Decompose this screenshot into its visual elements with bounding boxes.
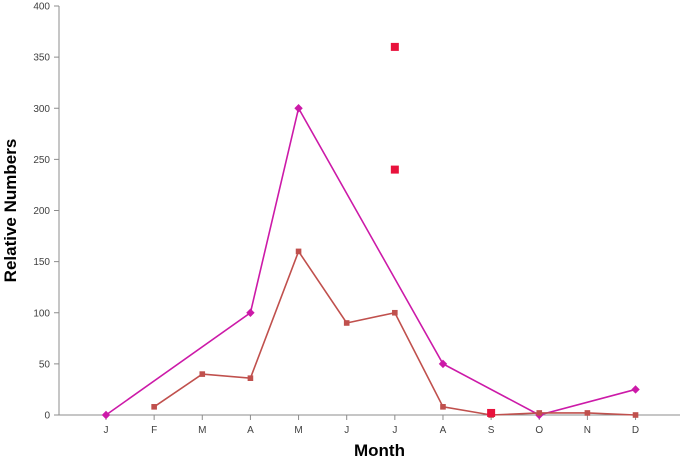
x-tick-label: A — [440, 425, 447, 436]
series-line — [105, 106, 636, 416]
data-point — [584, 410, 591, 416]
x-tick-label: N — [584, 425, 591, 436]
data-point — [632, 412, 639, 418]
y-tick-label: 350 — [33, 53, 50, 64]
data-point — [440, 404, 446, 410]
series-line — [153, 249, 636, 416]
data-point — [294, 104, 303, 113]
data-point — [101, 410, 111, 420]
x-axis-title: Month — [354, 441, 405, 460]
y-axis-title: Relative Numbers — [1, 139, 20, 283]
x-tick-label: S — [488, 425, 495, 436]
y-tick-label: 400 — [33, 2, 50, 13]
y-tick-label: 50 — [39, 359, 51, 370]
data-point — [487, 408, 496, 417]
x-tick-label: F — [151, 425, 157, 436]
y-tick-label: 100 — [33, 308, 50, 319]
y-tick-label: 0 — [44, 411, 50, 422]
data-point — [295, 248, 302, 255]
x-tick-label: J — [104, 425, 109, 436]
data-point — [151, 404, 157, 410]
series-1 — [101, 104, 640, 420]
data-point — [390, 165, 399, 174]
plot-area — [101, 42, 640, 420]
data-point — [246, 308, 255, 317]
x-tick-label: D — [632, 425, 639, 436]
data-point — [390, 42, 399, 51]
data-point — [343, 320, 350, 326]
data-point — [631, 385, 640, 394]
x-tick-label: J — [344, 425, 349, 436]
x-tick-label: J — [392, 425, 397, 436]
data-point — [438, 359, 448, 369]
x-tick-label: M — [294, 425, 302, 436]
y-tick-label: 200 — [33, 206, 50, 217]
y-tick-label: 250 — [33, 155, 50, 166]
data-point — [199, 371, 206, 377]
y-tick-label: 300 — [33, 104, 50, 115]
data-point — [392, 309, 398, 316]
series-2 — [151, 248, 639, 418]
x-tick-label: M — [198, 425, 206, 436]
x-tick-label: O — [535, 425, 543, 436]
x-tick-label: A — [247, 425, 254, 436]
y-tick-label: 150 — [33, 257, 50, 268]
y-axis-ticks: 0 50 100 150 200 250 300 350 400 — [33, 2, 59, 422]
series-3 — [390, 42, 496, 417]
data-point — [536, 410, 543, 416]
data-point — [247, 375, 254, 381]
